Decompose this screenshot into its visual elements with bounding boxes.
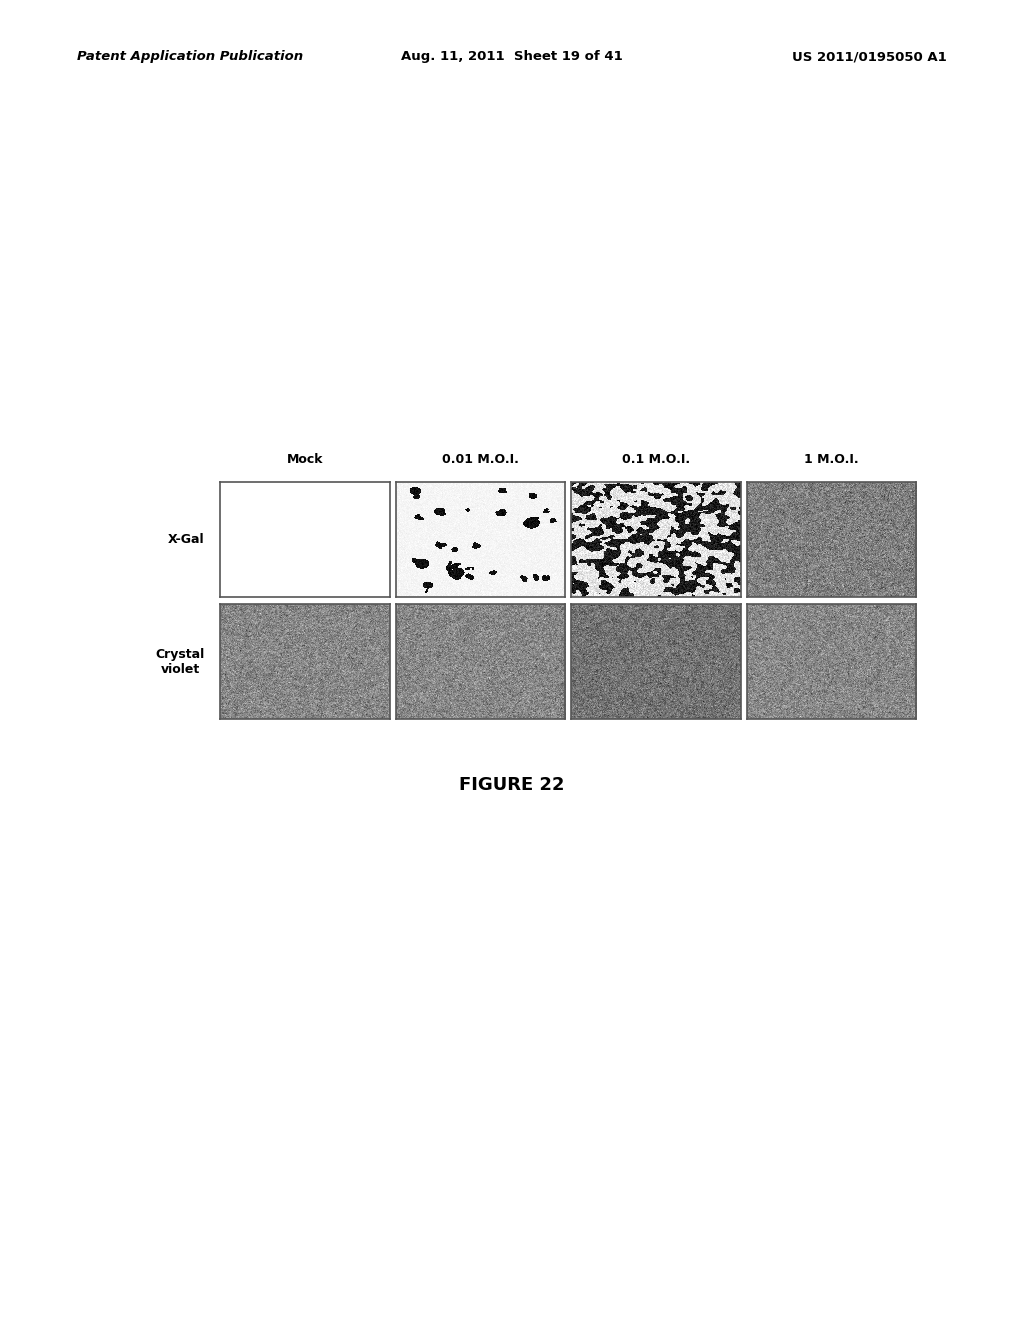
Text: US 2011/0195050 A1: US 2011/0195050 A1 [793,50,947,63]
Text: X-Gal: X-Gal [168,533,205,546]
Text: Mock: Mock [287,453,324,466]
Text: Crystal
violet: Crystal violet [156,648,205,676]
Text: 1 M.O.I.: 1 M.O.I. [805,453,859,466]
Text: Patent Application Publication: Patent Application Publication [77,50,303,63]
Text: 0.1 M.O.I.: 0.1 M.O.I. [622,453,690,466]
Text: FIGURE 22: FIGURE 22 [459,776,565,795]
Text: Aug. 11, 2011  Sheet 19 of 41: Aug. 11, 2011 Sheet 19 of 41 [401,50,623,63]
Text: 0.01 M.O.I.: 0.01 M.O.I. [442,453,519,466]
